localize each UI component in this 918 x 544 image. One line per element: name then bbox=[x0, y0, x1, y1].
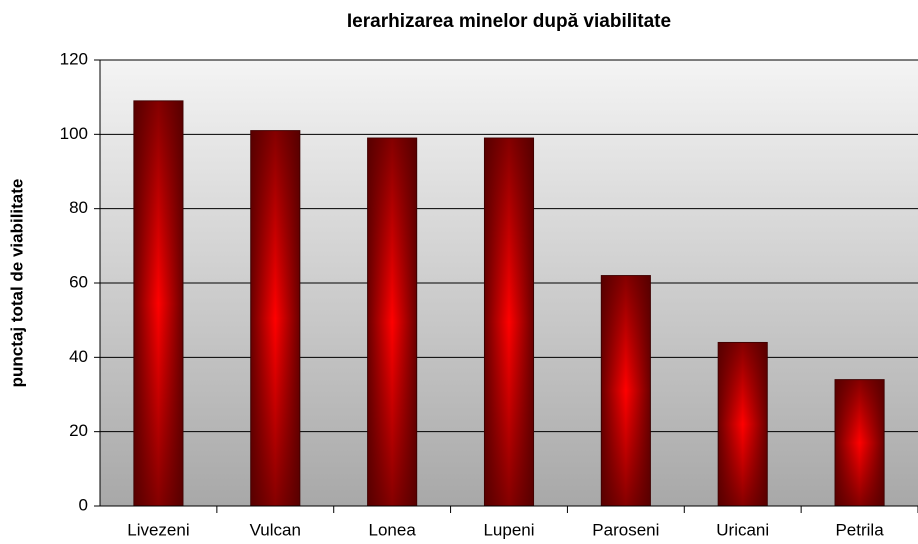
x-tick-label: Paroseni bbox=[592, 520, 659, 539]
x-tick-label: Petrila bbox=[835, 520, 884, 539]
x-tick-label: Vulcan bbox=[250, 520, 301, 539]
y-tick-label: 100 bbox=[60, 124, 88, 143]
bar bbox=[717, 341, 768, 507]
bar bbox=[250, 130, 301, 507]
y-tick-label: 40 bbox=[69, 347, 88, 366]
x-tick-label: Lupeni bbox=[483, 520, 534, 539]
bar bbox=[834, 379, 885, 507]
y-tick-label: 20 bbox=[69, 421, 88, 440]
y-axis-label: punctaj total de viabilitate bbox=[7, 179, 26, 388]
bar bbox=[600, 275, 651, 507]
bar bbox=[367, 137, 418, 507]
chart-title: Ierarhizarea minelor după viabilitate bbox=[347, 11, 671, 32]
x-tick-label: Uricani bbox=[716, 520, 769, 539]
y-tick-label: 120 bbox=[60, 49, 88, 68]
x-tick-label: Livezeni bbox=[127, 520, 189, 539]
bar bbox=[483, 137, 535, 507]
y-tick-label: 80 bbox=[69, 198, 88, 217]
y-tick-label: 60 bbox=[69, 272, 88, 291]
bar bbox=[133, 100, 184, 507]
y-tick-label: 0 bbox=[79, 495, 88, 514]
x-tick-label: Lonea bbox=[369, 520, 417, 539]
